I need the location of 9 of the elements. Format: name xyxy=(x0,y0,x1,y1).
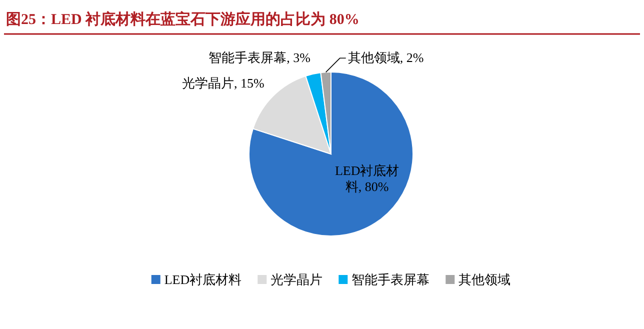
legend-label: 光学晶片 xyxy=(270,272,323,287)
data-label: LED衬底材料, 80% xyxy=(334,163,400,194)
data-label: 光学晶片, 15% xyxy=(182,75,264,90)
legend-label: LED衬底材料 xyxy=(164,272,242,287)
data-label: 其他领域, 2% xyxy=(348,50,424,66)
chart-title: 图25：LED 衬底材料在蓝宝石下游应用的占比为 80% xyxy=(6,10,360,28)
legend-label: 其他领域 xyxy=(458,272,511,287)
data-label: 智能手表屏幕, 3% xyxy=(208,50,311,65)
legend-label: 智能手表屏幕 xyxy=(352,272,430,287)
